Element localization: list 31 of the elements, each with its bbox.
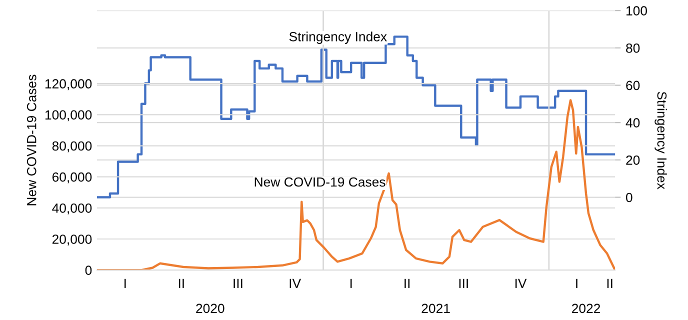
annotation: Stringency Index <box>289 32 387 44</box>
y-tick-label: 100,000 <box>45 110 92 122</box>
y-tick-label: 80,000 <box>52 141 92 152</box>
x-tick-label: 2021 <box>422 304 450 314</box>
y-tick-label: 0 <box>85 266 92 275</box>
y-tick-label: 20,000 <box>52 234 92 246</box>
text: II <box>178 278 184 288</box>
text: I <box>350 278 352 288</box>
text: III <box>459 278 468 288</box>
y2-tick-label: 40 <box>626 118 640 128</box>
text: III <box>234 278 242 288</box>
x-tick-label: 2022 <box>572 304 600 314</box>
text: II <box>404 278 410 288</box>
text: I <box>124 278 126 288</box>
text: IV <box>290 278 302 288</box>
y-tick-label: 60,000 <box>52 172 92 184</box>
y2-tick-label: 80 <box>626 43 640 53</box>
text: I <box>576 278 578 288</box>
y-tick-label: 40,000 <box>52 203 92 214</box>
text: IV <box>515 278 527 288</box>
text: II <box>607 278 612 288</box>
x-tick-label: 2020 <box>196 304 224 314</box>
y2-tick-label: 20 <box>626 155 640 165</box>
y2-tick-label: 0 <box>626 192 632 202</box>
y-axis-title: New COVID-19 Cases <box>26 74 36 206</box>
annotation: New COVID-19 Cases <box>254 177 386 187</box>
y-tick-label: 120,000 <box>45 79 92 90</box>
y2-tick-label: 100 <box>626 6 647 16</box>
y2-tick-label: 60 <box>626 80 640 90</box>
y2-axis-title: Stringency Index <box>654 92 667 190</box>
line-series <box>97 99 616 270</box>
